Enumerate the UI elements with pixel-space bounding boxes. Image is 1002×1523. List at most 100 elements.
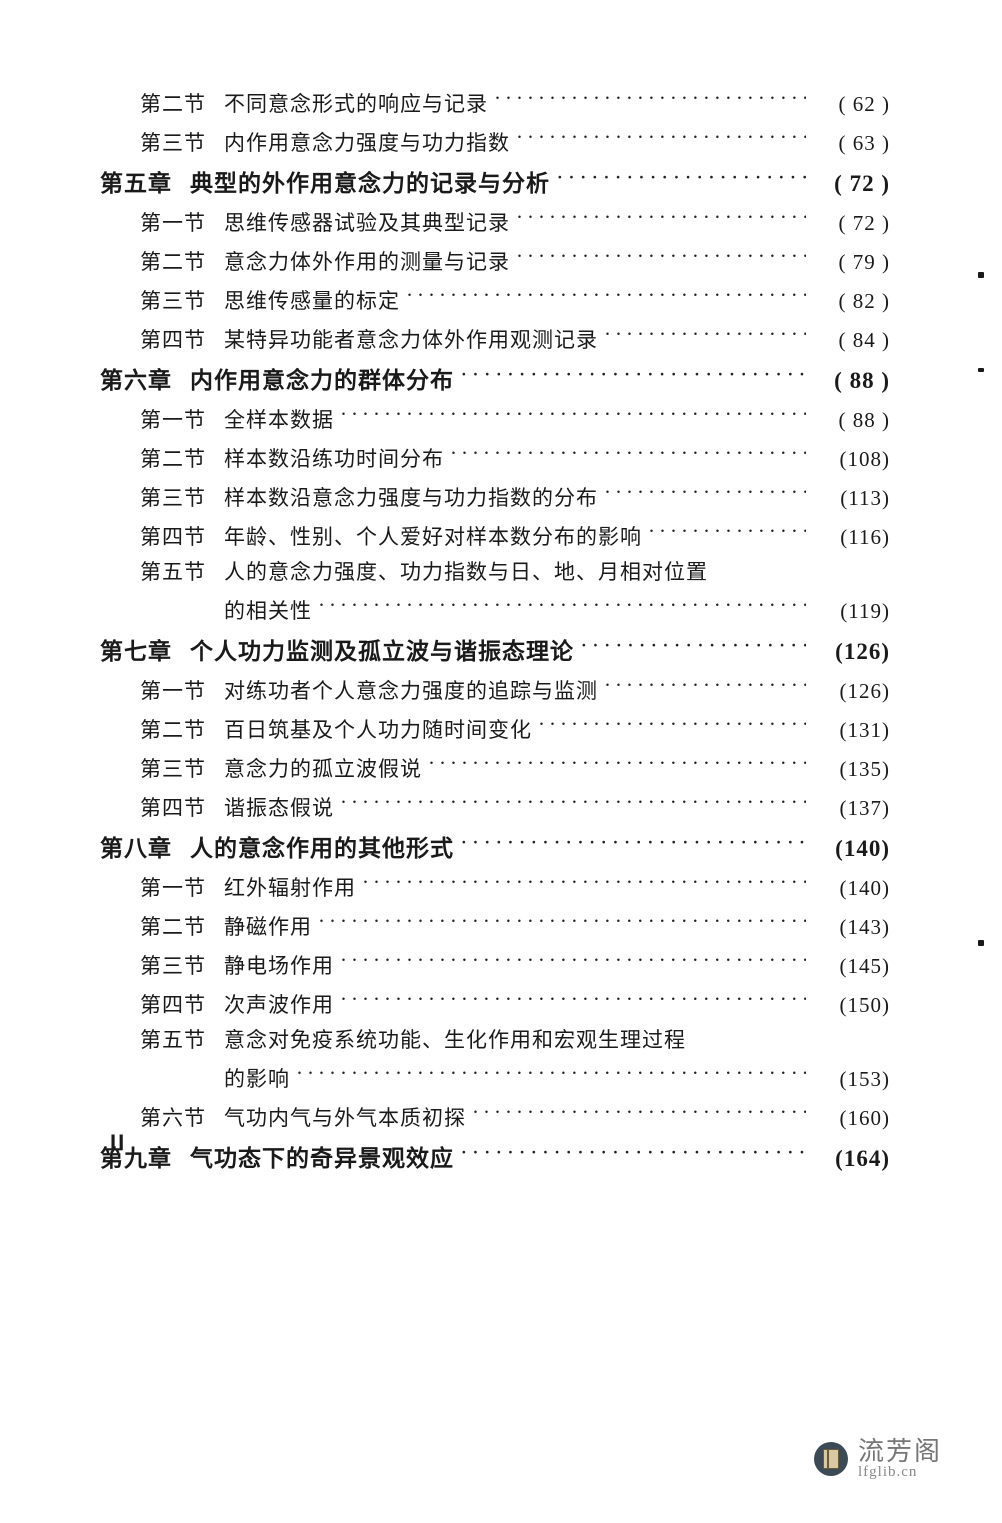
section-label: 第六节 [140,1108,206,1129]
section-label: 第四节 [140,798,206,819]
dot-leader [428,755,806,776]
toc-title: 静磁作用 [224,917,312,938]
dot-leader [296,1065,806,1086]
toc-title: 气功内气与外气本质初探 [224,1108,466,1129]
toc-title: 红外辐射作用 [224,878,356,899]
toc-chapter-row: 第五章典型的外作用意念力的记录与分析( 72 ) [100,168,890,195]
toc-page-number: ( 72 ) [812,172,890,195]
dot-leader [580,636,806,659]
toc-title: 静电场作用 [224,956,334,977]
toc-section-row: 第三节内作用意念力强度与功力指数 ( 63 ) [100,129,890,154]
section-label: 第二节 [140,449,206,470]
dot-leader [406,287,806,308]
toc-title: 个人功力监测及孤立波与谐振态理论 [190,640,574,663]
toc-section-row: 第五节的相关性(119) [100,597,890,622]
toc-title: 的相关性 [224,601,312,622]
section-label: 第二节 [140,720,206,741]
dot-leader [460,833,806,856]
toc-title: 意念对免疫系统功能、生化作用和宏观生理过程 [224,1030,686,1051]
toc-section-row: 第四节次声波作用(150) [100,991,890,1016]
book-icon [814,1442,848,1476]
toc-page-number: (164) [812,1147,890,1170]
toc-section-row: 第五节人的意念力强度、功力指数与日、地、月相对位置 [100,562,890,583]
toc-page-number: (140) [812,878,890,899]
scan-artifact [978,368,984,372]
dot-leader [516,209,806,230]
toc-title: 意念力体外作用的测量与记录 [224,252,510,273]
dot-leader [340,952,806,973]
dot-leader [648,523,806,544]
section-label: 第一节 [140,681,206,702]
toc-section-row: 第三节思维传感量的标定 ( 82 ) [100,287,890,312]
toc-title: 意念力的孤立波假说 [224,759,422,780]
toc-title: 不同意念形式的响应与记录 [224,94,488,115]
toc-page-number: ( 63 ) [812,133,890,154]
toc-page-number: (153) [812,1069,890,1090]
toc-page-number: (143) [812,917,890,938]
toc-title: 全样本数据 [224,410,334,431]
toc-title: 的影响 [224,1069,290,1090]
table-of-contents: 第二节不同意念形式的响应与记录( 62 )第三节内作用意念力强度与功力指数( 6… [100,90,890,1170]
toc-page-number: (140) [812,837,890,860]
dot-leader [362,874,806,895]
dot-leader [538,716,806,737]
toc-chapter-row: 第六章内作用意念力的群体分布 ( 88 ) [100,365,890,392]
dot-leader [318,913,806,934]
toc-page-number: ( 72 ) [812,213,890,234]
toc-page-number: ( 82 ) [812,291,890,312]
toc-title: 内作用意念力强度与功力指数 [224,133,510,154]
dot-leader [604,326,806,347]
toc-chapter-row: 第七章个人功力监测及孤立波与谐振态理论(126) [100,636,890,663]
toc-section-row: 第四节年龄、性别、个人爱好对样本数分布的影响(116) [100,523,890,548]
toc-section-row: 第二节静磁作用(143) [100,913,890,938]
toc-page-number: (160) [812,1108,890,1129]
dot-leader [460,365,806,388]
watermark-text: 流芳阁 lfglib.cn [858,1438,942,1481]
toc-section-row: 第四节某特异功能者意念力体外作用观测记录( 84 ) [100,326,890,351]
toc-title: 样本数沿意念力强度与功力指数的分布 [224,488,598,509]
toc-page-number: ( 88 ) [812,410,890,431]
section-label: 第三节 [140,488,206,509]
section-label: 第一节 [140,410,206,431]
toc-page-number: ( 88 ) [812,369,890,392]
toc-section-row: 第四节谐振态假说 (137) [100,794,890,819]
toc-page-number: (126) [812,640,890,663]
dot-leader [556,168,806,191]
toc-page-number: (150) [812,995,890,1016]
toc-section-row: 第六节气功内气与外气本质初探 (160) [100,1104,890,1129]
toc-page-number: ( 84 ) [812,330,890,351]
toc-page-number: (137) [812,798,890,819]
page: 第二节不同意念形式的响应与记录( 62 )第三节内作用意念力强度与功力指数( 6… [0,0,1002,1523]
section-label: 第三节 [140,956,206,977]
section-label: 第四节 [140,330,206,351]
toc-title: 思维传感量的标定 [224,291,400,312]
toc-title: 内作用意念力的群体分布 [190,369,454,392]
toc-title: 谐振态假说 [224,798,334,819]
dot-leader [604,484,806,505]
toc-page-number: (135) [812,759,890,780]
toc-title: 百日筑基及个人功力随时间变化 [224,720,532,741]
toc-section-row: 第一节全样本数据 ( 88 ) [100,406,890,431]
section-label: 第四节 [140,995,206,1016]
section-label: 第三节 [140,291,206,312]
toc-title: 典型的外作用意念力的记录与分析 [190,172,550,195]
dot-leader [450,445,806,466]
toc-section-row: 第二节样本数沿练功时间分布 (108) [100,445,890,470]
toc-section-row: 第三节静电场作用(145) [100,952,890,977]
scan-artifact [978,940,984,946]
chapter-label: 第八章 [100,837,172,860]
toc-section-row: 第五节的影响(153) [100,1065,890,1090]
section-label: 第一节 [140,878,206,899]
dot-leader [340,991,806,1012]
chapter-label: 第六章 [100,369,172,392]
section-label: 第一节 [140,213,206,234]
section-label: 第二节 [140,94,206,115]
toc-title: 思维传感器试验及其典型记录 [224,213,510,234]
toc-title: 样本数沿练功时间分布 [224,449,444,470]
toc-page-number: (119) [812,601,890,622]
toc-section-row: 第五节意念对免疫系统功能、生化作用和宏观生理过程 [100,1030,890,1051]
dot-leader [494,90,806,111]
toc-page-number: (113) [812,488,890,509]
section-label: 第三节 [140,133,206,154]
toc-page-number: (108) [812,449,890,470]
